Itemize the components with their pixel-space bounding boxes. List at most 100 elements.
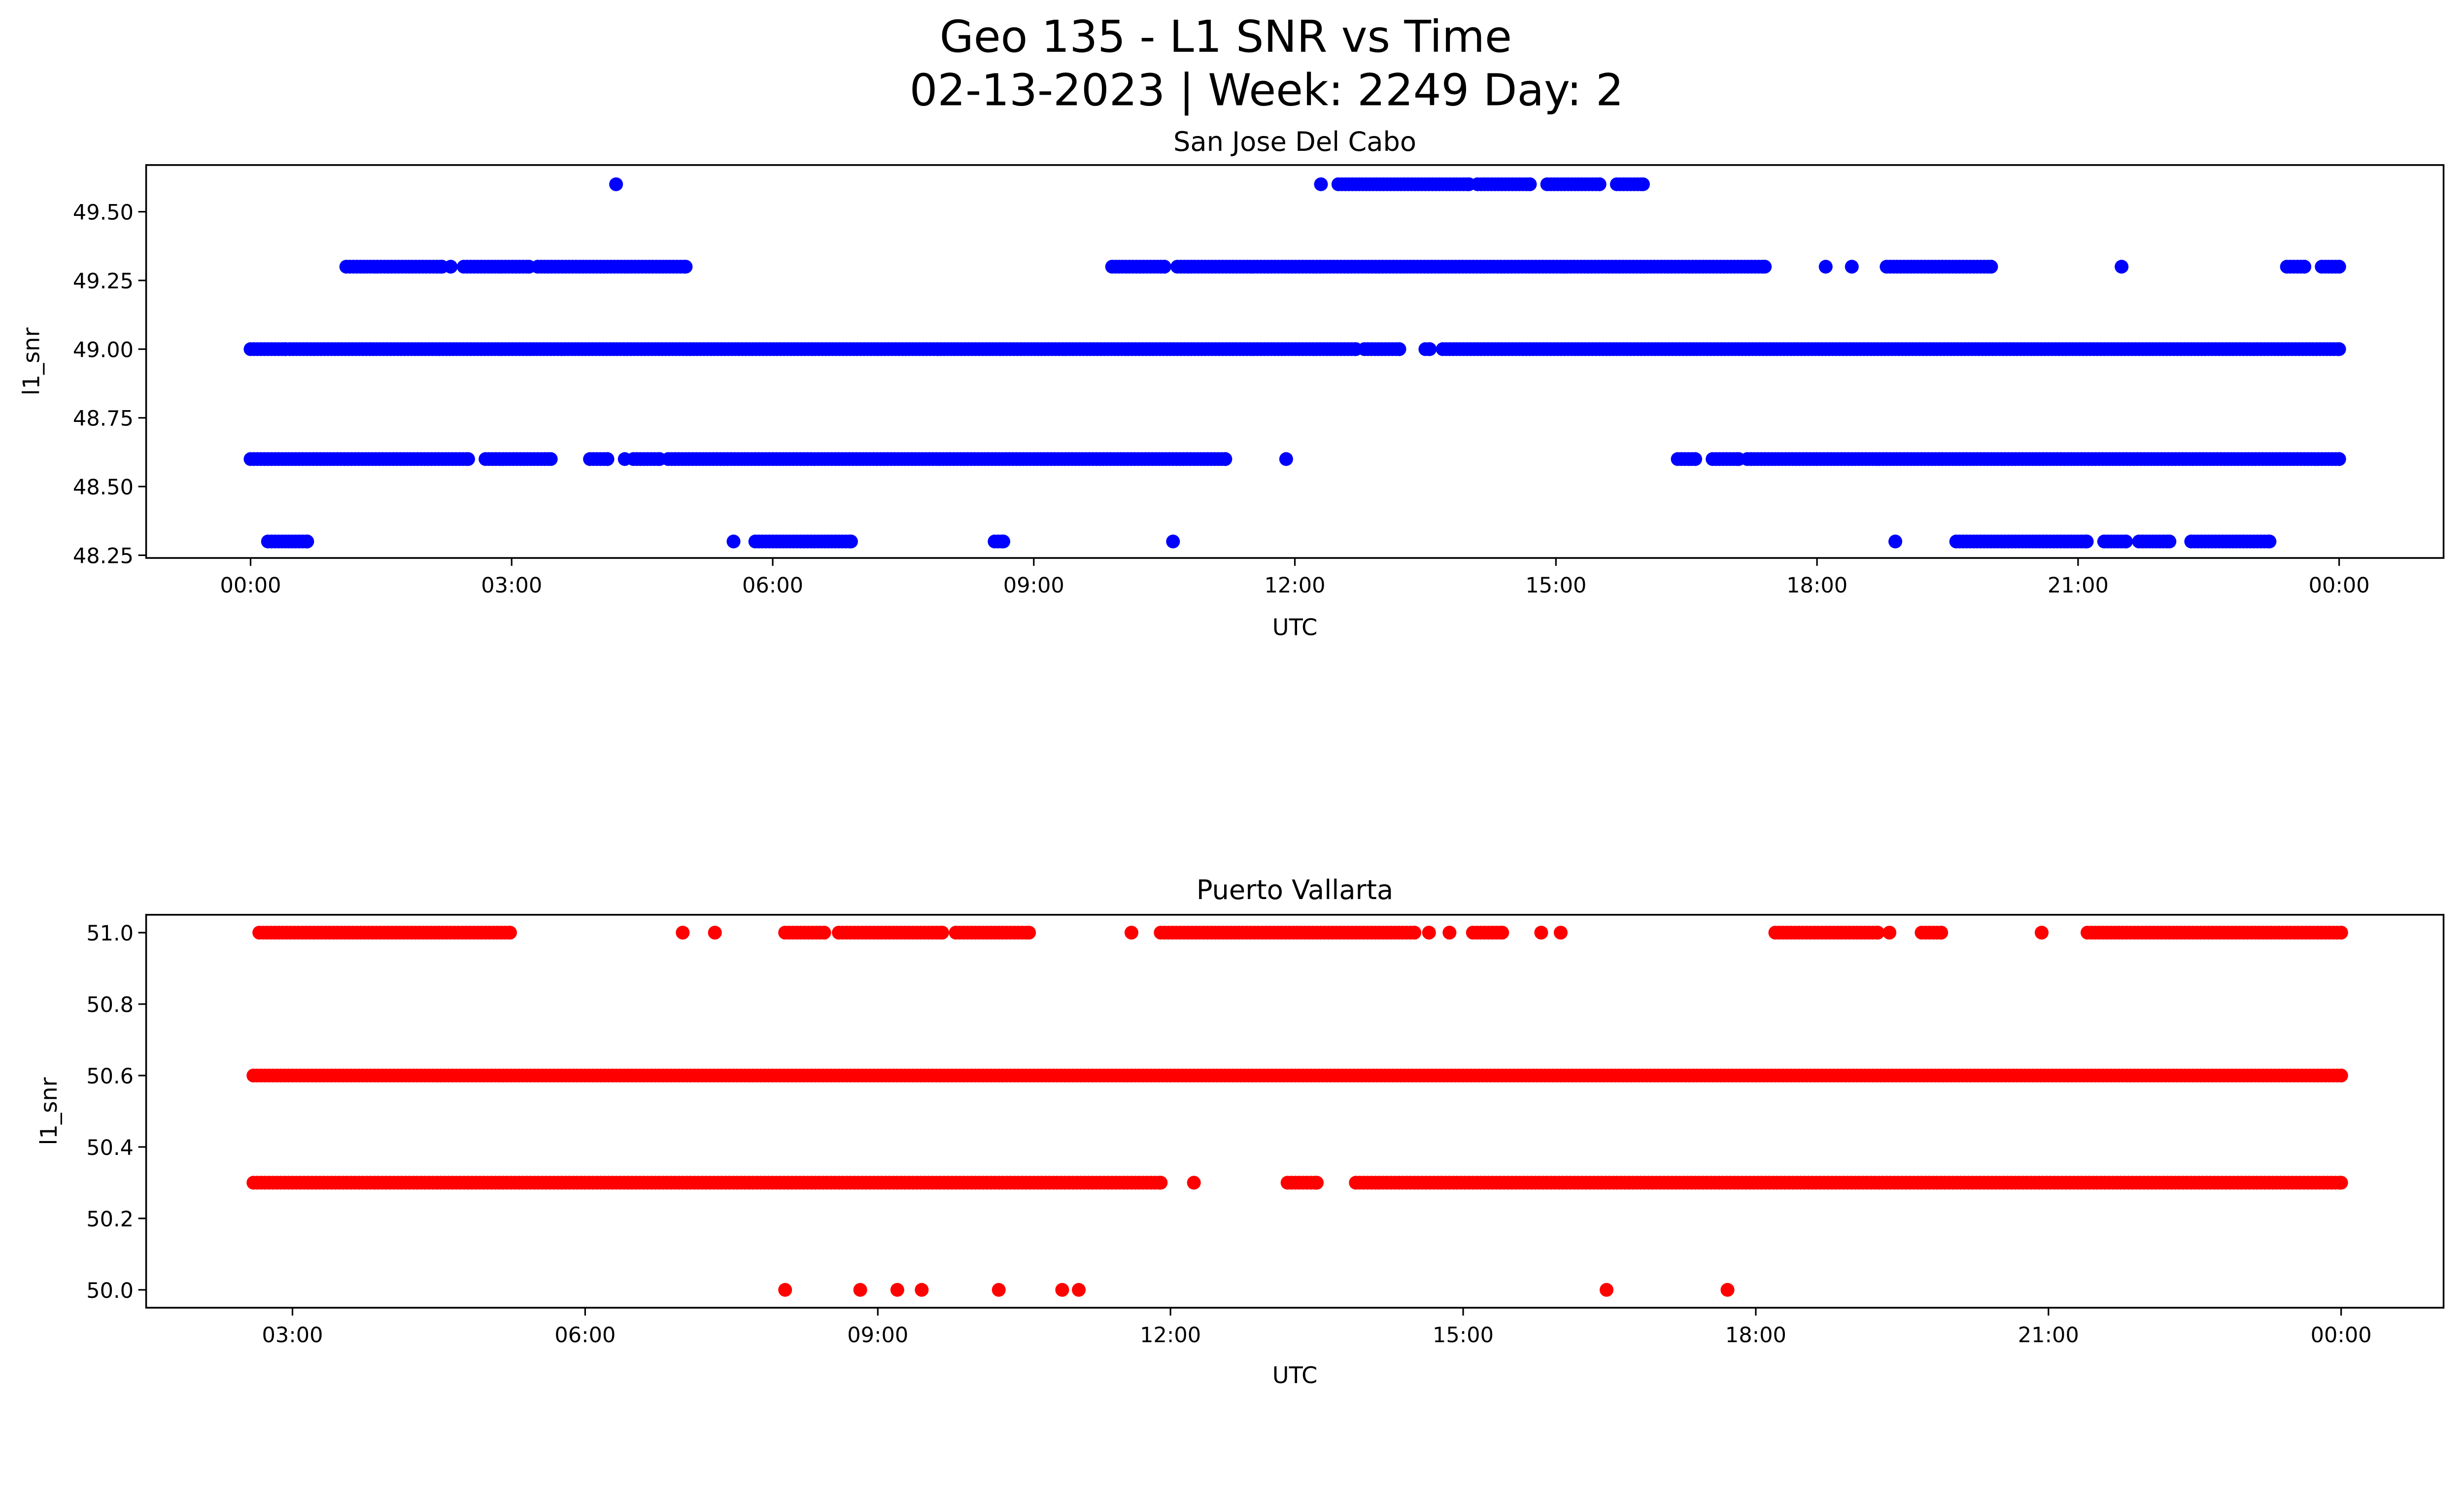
data-point: [844, 534, 858, 549]
x-axis-label: UTC: [1272, 1362, 1318, 1389]
data-point: [853, 1283, 867, 1297]
x-axis-label: UTC: [1272, 614, 1318, 640]
figure: Geo 135 - L1 SNR vs Time 02-13-2023 | We…: [18, 11, 2445, 1389]
data-point: [1166, 534, 1180, 549]
x-tick-label: 15:00: [1525, 573, 1586, 598]
data-point: [1423, 342, 1437, 356]
axes-frame: [145, 914, 2445, 1309]
data-point: [1157, 260, 1171, 274]
x-tick-label: 12:00: [1140, 1323, 1201, 1348]
y-tick-label: 49.00: [73, 338, 134, 362]
x-tick-label: 00:00: [2309, 573, 2370, 598]
data-point: [1055, 1283, 1069, 1297]
data-point: [1279, 452, 1293, 466]
x-tick-label: 15:00: [1433, 1323, 1494, 1348]
data-point: [1592, 177, 1607, 191]
subplot-title: Puerto Vallarta: [1197, 874, 1393, 905]
x-tick-label: 06:00: [554, 1323, 616, 1348]
x-tick-label: 03:00: [262, 1323, 323, 1348]
data-point: [817, 926, 831, 940]
y-tick-label: 49.50: [73, 201, 134, 225]
subplot-title: San Jose Del Cabo: [1173, 126, 1416, 157]
x-tick-label: 09:00: [1003, 573, 1064, 598]
data-point: [1934, 926, 1949, 940]
figure-title-line2: 02-13-2023 | Week: 2249 Day: 2: [910, 65, 1624, 116]
data-point: [1845, 260, 1859, 274]
data-point: [609, 177, 623, 191]
data-point: [1534, 926, 1548, 940]
data-point: [1392, 342, 1406, 356]
x-tick-label: 00:00: [2311, 1323, 2372, 1348]
data-point: [1984, 260, 1998, 274]
data-point: [2162, 534, 2177, 549]
data-point: [2034, 926, 2049, 940]
data-point: [1022, 926, 1036, 940]
data-point: [2334, 1068, 2348, 1083]
y-tick-label: 50.0: [86, 1279, 134, 1303]
x-tick-label: 09:00: [847, 1323, 908, 1348]
y-tick-label: 51.0: [86, 921, 134, 946]
data-point: [1310, 1176, 1324, 1190]
data-point: [778, 1283, 792, 1297]
y-tick-label: 48.75: [73, 407, 134, 431]
data-point: [992, 1283, 1006, 1297]
data-point: [1218, 452, 1232, 466]
data-point: [503, 926, 517, 940]
data-point: [1882, 926, 1897, 940]
y-tick-label: 50.2: [86, 1207, 134, 1232]
x-tick-label: 21:00: [2018, 1323, 2079, 1348]
data-point: [935, 926, 949, 940]
data-point: [1818, 260, 1833, 274]
data-point: [1154, 1176, 1168, 1190]
data-point: [444, 260, 458, 274]
x-tick-label: 00:00: [220, 573, 281, 598]
data-point: [1072, 1283, 1086, 1297]
data-point: [2262, 534, 2277, 549]
subplot-san-jose-del-cabo: San Jose Del Cabo UTC l1_snr 00:00 03:00 0…: [18, 126, 2445, 640]
data-points: [243, 177, 2346, 549]
data-point: [1688, 452, 1702, 466]
data-point: [1314, 177, 1328, 191]
data-points: [246, 926, 2348, 1297]
x-tick-label: 18:00: [1786, 573, 1848, 598]
y-tick-label: 48.25: [73, 544, 134, 568]
data-point: [1600, 1283, 1614, 1297]
data-point: [461, 452, 475, 466]
data-point: [2080, 534, 2094, 549]
data-point: [1758, 260, 1772, 274]
data-point: [1523, 177, 1537, 191]
data-point: [1871, 926, 1885, 940]
data-point: [2334, 1176, 2348, 1190]
data-point: [2297, 260, 2312, 274]
data-point: [1553, 926, 1568, 940]
data-point: [544, 452, 558, 466]
y-tick-label: 49.25: [73, 269, 134, 294]
data-point: [676, 926, 690, 940]
data-point: [1495, 926, 1509, 940]
data-point: [1124, 926, 1138, 940]
data-point: [1187, 1176, 1201, 1190]
data-point: [2332, 452, 2346, 466]
data-point: [617, 452, 632, 466]
x-tick-label: 21:00: [2048, 573, 2109, 598]
data-point: [2119, 534, 2133, 549]
subplot-puerto-vallarta: Puerto Vallarta UTC l1_snr 03:00 06:00 09:…: [35, 874, 2445, 1389]
y-axis-label: l1_snr: [18, 328, 45, 396]
data-point: [2115, 260, 2129, 274]
y-tick-label: 50.8: [86, 993, 134, 1017]
data-point: [1720, 1283, 1735, 1297]
data-point: [890, 1283, 904, 1297]
y-tick-label: 48.50: [73, 475, 134, 500]
data-point: [2334, 926, 2348, 940]
data-point: [1422, 926, 1436, 940]
data-point: [600, 452, 615, 466]
data-point: [915, 1283, 929, 1297]
data-point: [2332, 342, 2346, 356]
data-point: [708, 926, 722, 940]
y-tick-label: 50.4: [86, 1136, 134, 1160]
data-point: [1442, 926, 1457, 940]
data-point: [300, 534, 314, 549]
x-tick-label: 03:00: [481, 573, 542, 598]
x-tick-label: 18:00: [1725, 1323, 1786, 1348]
x-tick-label: 06:00: [742, 573, 803, 598]
